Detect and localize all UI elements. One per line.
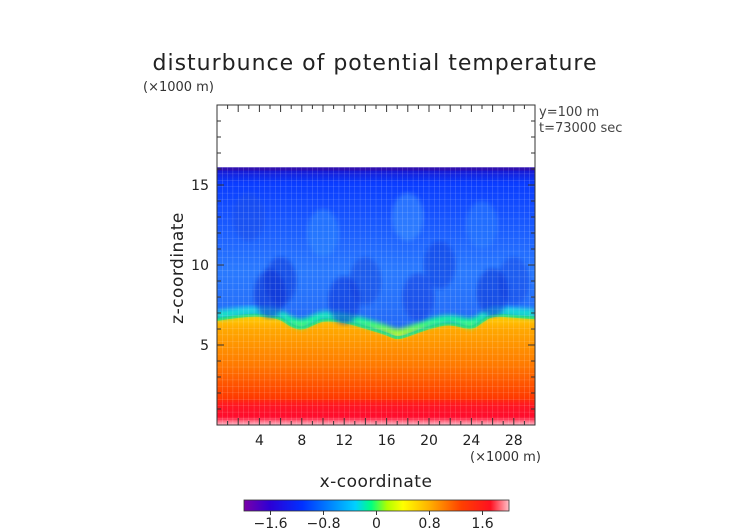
field-layer	[217, 167, 535, 425]
x-unit-label: (×1000 m)	[470, 450, 541, 465]
grid-lines	[217, 167, 535, 425]
eddy-8	[254, 269, 286, 318]
annotation-time: t=73000 sec	[539, 121, 622, 136]
colorbar-tick-label: 1.6	[471, 516, 493, 532]
lower-warm-layer	[217, 315, 535, 425]
y-unit-label: (×1000 m)	[143, 80, 214, 95]
interface-band	[217, 306, 535, 339]
x-tick-label: 12	[335, 433, 353, 449]
eddy-5	[423, 241, 456, 289]
x-tick-labels: 4 8 12 16 20 24 28	[255, 433, 523, 449]
x-tick-label: 8	[297, 433, 306, 449]
eddy-10	[402, 273, 435, 321]
eddy-4	[391, 193, 424, 241]
tick-marks	[217, 105, 535, 425]
surface-layer	[217, 401, 535, 419]
chart-title: disturbunce of potential temperature	[153, 51, 598, 76]
colorbar-tick-label: −0.8	[307, 516, 341, 532]
top-boundary	[217, 167, 535, 171]
colorbar-tick-label: 0.8	[418, 516, 440, 532]
x-tick-label: 4	[255, 433, 264, 449]
y-tick-label: 5	[200, 338, 209, 354]
plot-area	[217, 105, 535, 425]
x-tick-label: 28	[505, 433, 523, 449]
colorbar-tick-label: 0	[372, 516, 381, 532]
y-axis-label: z-coordinate	[168, 212, 188, 324]
y-tick-label: 10	[191, 258, 209, 274]
colorbar-tick-label: −1.6	[254, 516, 288, 532]
eddy-2	[307, 209, 339, 257]
y-tick-label: 15	[191, 178, 209, 194]
x-tick-label: 16	[378, 433, 396, 449]
eddy-9	[328, 276, 361, 325]
colorbar	[243, 499, 510, 512]
annotation-y-position: y=100 m	[539, 105, 599, 120]
eddy-0	[232, 193, 265, 241]
x-tick-label: 24	[462, 433, 480, 449]
y-tick-labels: 5 10 15	[191, 178, 209, 354]
colorbar-ticks: −1.6 −0.8 0 0.8 1.6	[254, 511, 494, 532]
eddy-11	[476, 268, 509, 317]
eddy-6	[466, 201, 498, 249]
x-axis-label: x-coordinate	[320, 472, 433, 492]
x-tick-label: 20	[420, 433, 438, 449]
